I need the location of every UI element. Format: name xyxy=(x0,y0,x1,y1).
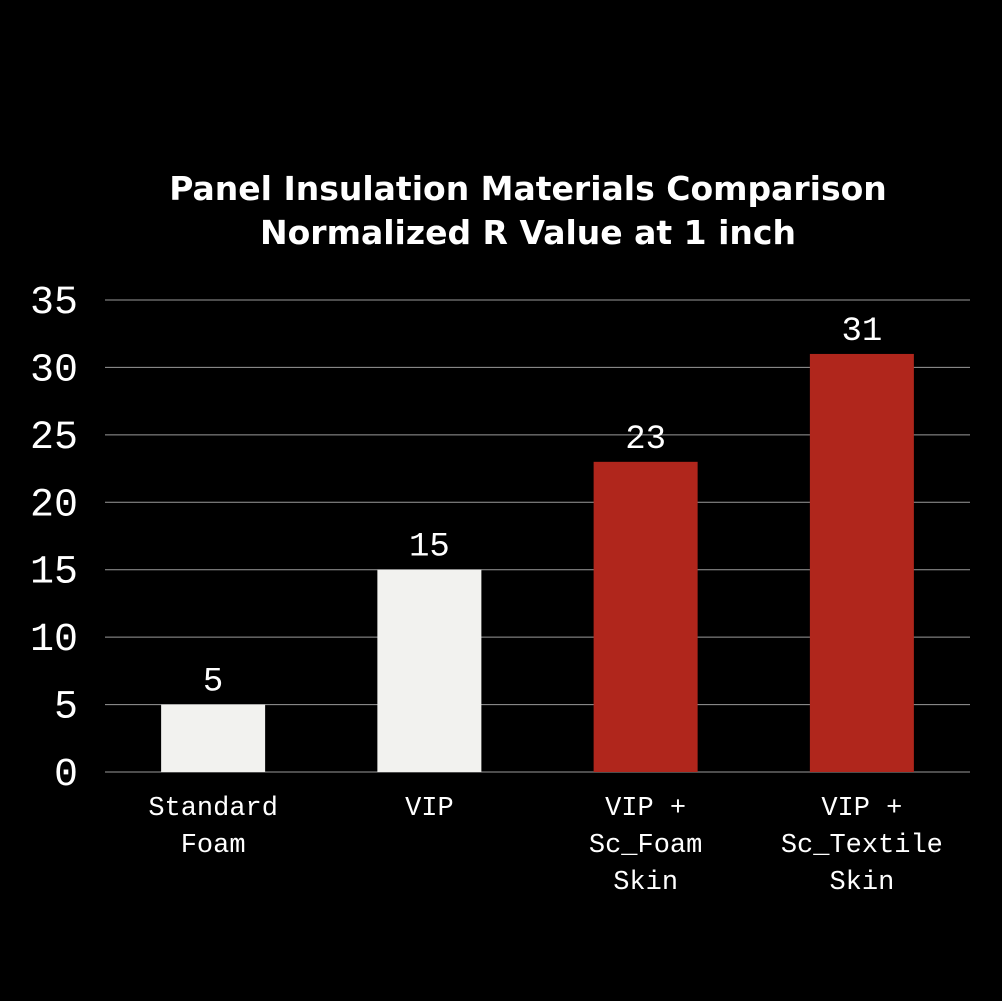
bar xyxy=(161,704,266,772)
x-tick-label: VIP + Sc_Textile Skin xyxy=(781,794,943,898)
bar xyxy=(809,353,914,772)
x-tick-label: Standard Foam xyxy=(148,794,278,861)
y-tick-label: 5 xyxy=(54,686,78,731)
value-label: 15 xyxy=(409,529,450,567)
y-tick-label: 20 xyxy=(30,483,78,528)
y-tick-label: 15 xyxy=(30,551,78,596)
chart-title: Panel Insulation Materials Comparison xyxy=(169,169,887,208)
x-tick-label: VIP xyxy=(405,794,454,824)
y-tick-label: 30 xyxy=(30,348,78,393)
bar xyxy=(593,461,698,772)
y-tick-label: 25 xyxy=(30,416,78,461)
y-tick-label: 35 xyxy=(30,281,78,326)
y-tick-label: 0 xyxy=(54,753,78,798)
chart-subtitle: Normalized R Value at 1 inch xyxy=(260,213,796,252)
x-tick-label: VIP + Sc_Foam Skin xyxy=(589,794,702,898)
y-tick-label: 10 xyxy=(30,618,78,663)
value-label: 5 xyxy=(203,664,223,702)
value-label: 23 xyxy=(625,421,666,459)
bar xyxy=(377,569,482,772)
value-label: 31 xyxy=(841,313,882,351)
